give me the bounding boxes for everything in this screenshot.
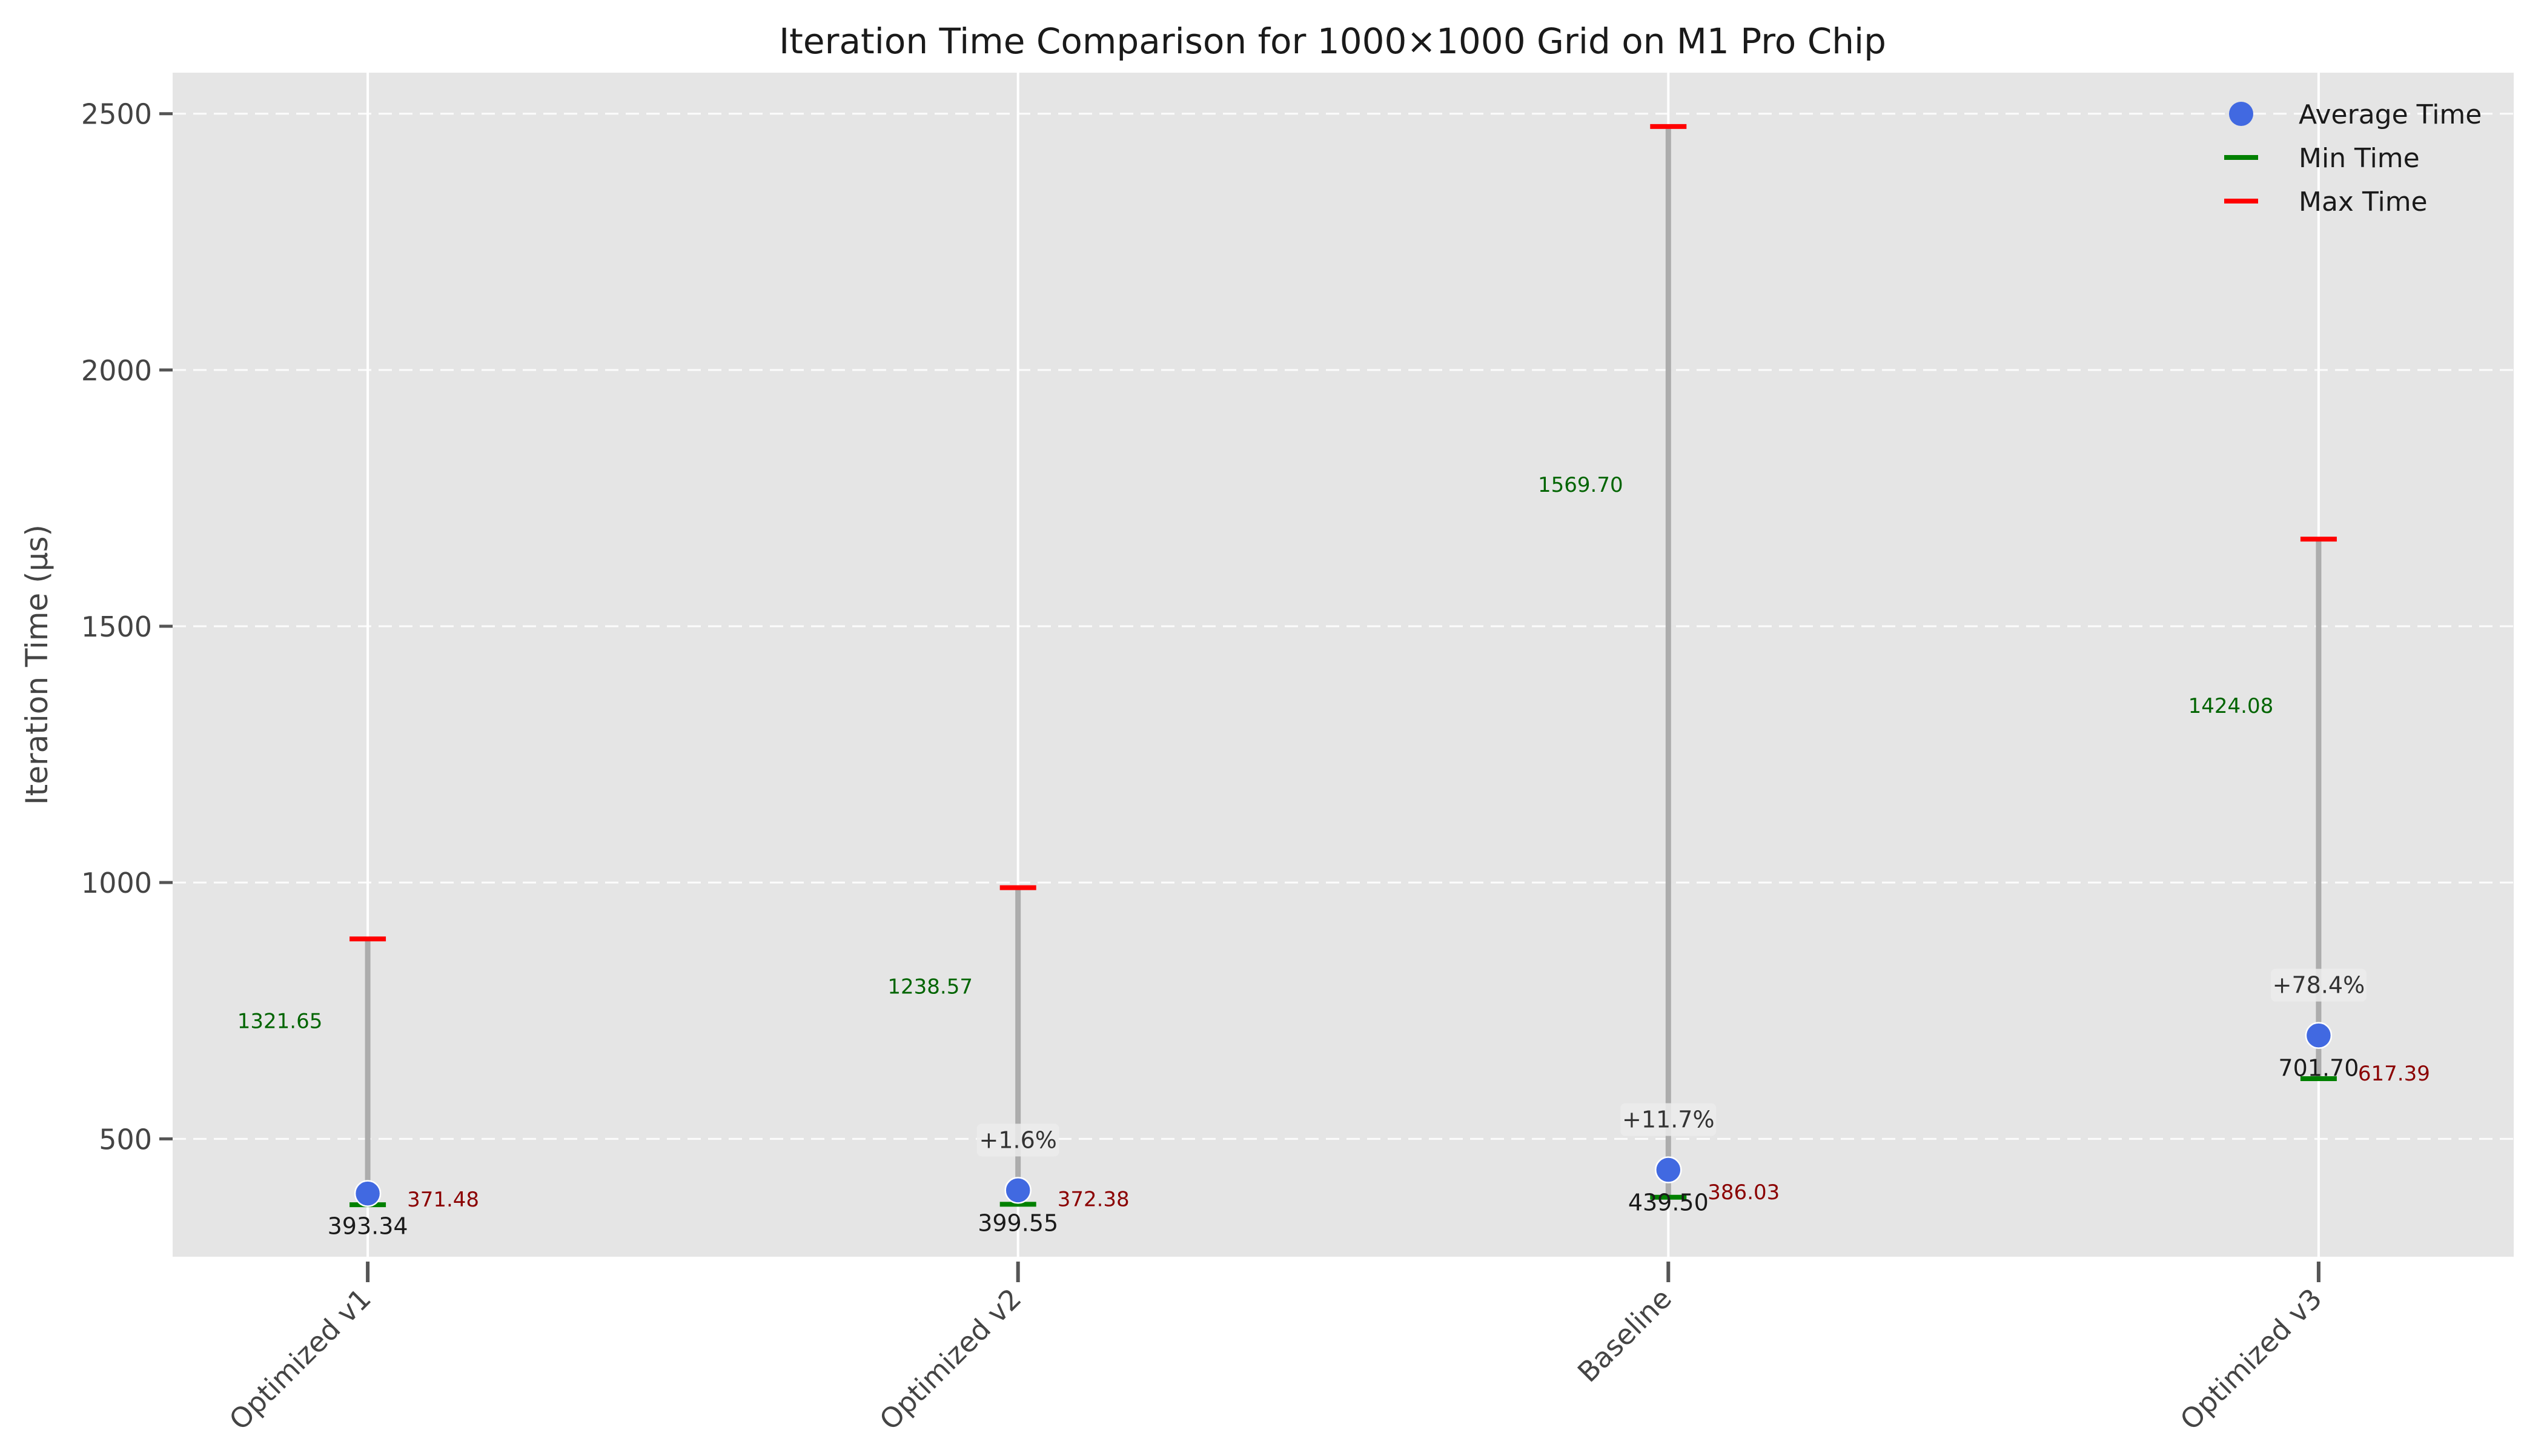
legend-marker-average	[2229, 102, 2253, 126]
y-tick-label: 1000	[81, 867, 152, 899]
range-value-label: 1424.08	[2188, 694, 2274, 718]
pct-label-box	[2270, 968, 2367, 1002]
y-tick-label: 2000	[81, 354, 152, 387]
average-point	[1655, 1156, 1682, 1183]
legend-label: Min Time	[2299, 143, 2420, 174]
chart-title: Iteration Time Comparison for 1000×1000 …	[779, 21, 1886, 62]
y-axis-label: Iteration Time (μs)	[19, 524, 55, 805]
y-tick-label: 500	[99, 1123, 152, 1156]
y-tick-label: 1500	[81, 611, 152, 643]
min-value-label: 371.48	[407, 1188, 479, 1212]
average-value-label: 399.55	[978, 1209, 1058, 1236]
average-value-label: 701.70	[2278, 1055, 2359, 1082]
pct-label-box	[976, 1123, 1059, 1157]
y-tick-label: 2500	[81, 98, 152, 131]
range-value-label: 1238.57	[887, 975, 973, 999]
range-value-label: 1569.70	[1538, 473, 1623, 497]
average-point	[1004, 1177, 1032, 1204]
pct-change-label: +1.6%	[979, 1127, 1056, 1153]
average-value-label: 439.50	[1628, 1190, 1709, 1216]
pct-change-label: +11.7%	[1622, 1107, 1715, 1133]
average-value-label: 393.34	[328, 1213, 408, 1240]
average-point	[354, 1180, 382, 1207]
pct-change-label: +78.4%	[2273, 972, 2365, 999]
pct-label-box	[1620, 1103, 1717, 1136]
min-value-label: 386.03	[1708, 1180, 1780, 1205]
average-point	[2305, 1022, 2333, 1049]
legend-label: Average Time	[2299, 99, 2482, 130]
plot-background	[173, 73, 2514, 1257]
min-value-label: 617.39	[2358, 1062, 2430, 1086]
legend-label: Max Time	[2299, 187, 2428, 217]
min-value-label: 372.38	[1058, 1187, 1130, 1211]
range-value-label: 1321.65	[237, 1009, 323, 1033]
